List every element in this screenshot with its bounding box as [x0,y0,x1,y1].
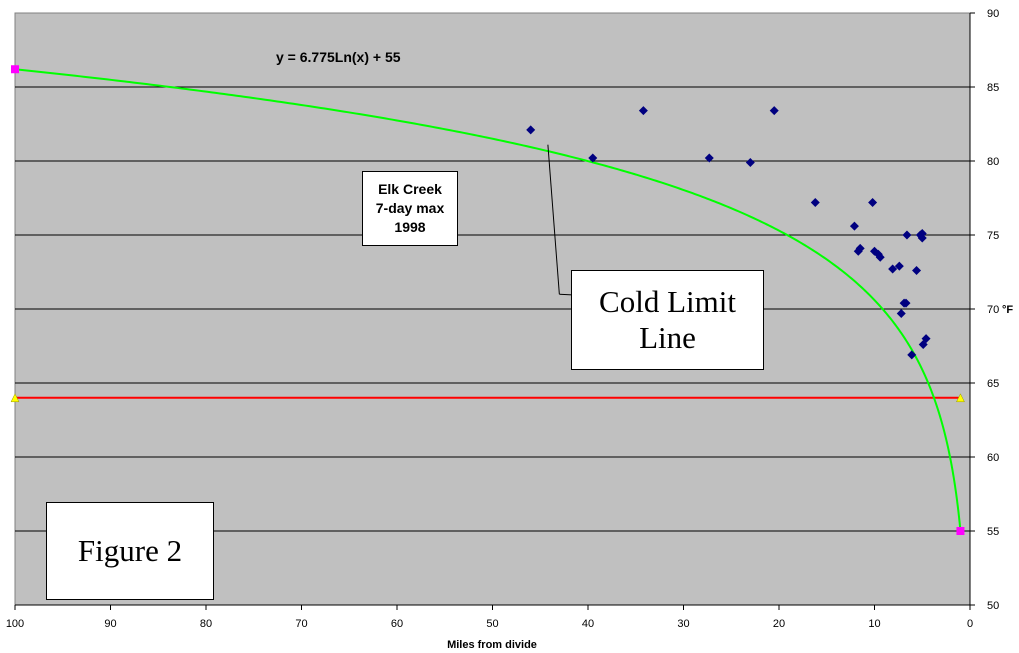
data-point [888,264,898,274]
elk-label-line-2: 7-day max [375,200,445,216]
x-tick-label: 50 [486,618,498,630]
cold-limit-label: Cold Limit Line [571,270,764,370]
x-tick-label: 20 [773,618,785,630]
elk-creek-label: Elk Creek 7-day max 1998 [362,171,458,246]
data-point [902,230,912,240]
data-point [810,197,820,207]
data-point [638,106,648,116]
x-tick-label: 70 [295,618,307,630]
trendline-equation: y = 6.775Ln(x) + 55 [276,49,401,65]
curve-end-marker [11,65,19,74]
x-axis: 100 90 80 70 60 50 40 30 20 10 0 [6,604,973,630]
y-tick-label: 65 [987,378,999,390]
data-point [901,298,911,308]
leader-line [547,144,560,295]
data-point [894,261,904,271]
y-tick-label: 50 [987,600,999,612]
y-tick-label: 75 [987,230,999,242]
cold-label-line-2: Line [639,320,696,355]
x-tick-label: 10 [868,618,880,630]
data-point [526,125,536,135]
y-axis-title: °F [1002,304,1013,316]
elk-label-line-3: 1998 [394,219,426,235]
cold-limit-curve [14,68,962,532]
y-tick-label: 55 [987,526,999,538]
y-tick-label: 70 [987,304,999,316]
data-point [855,243,865,253]
x-tick-label: 40 [582,618,594,630]
x-tick-label: 60 [391,618,403,630]
elk-label-line-1: Elk Creek [378,181,442,197]
hline-marker [10,393,20,403]
x-tick-label: 30 [677,618,689,630]
hline-marker [956,393,965,403]
data-point [868,197,878,207]
figure-label: Figure 2 [46,502,214,600]
data-point [849,221,859,231]
data-point [917,233,927,243]
data-point [921,334,931,344]
y-tick-label: 85 [987,82,999,94]
x-axis-title: Miles from divide [447,639,537,651]
data-point [875,252,885,262]
x-tick-label: 80 [200,618,212,630]
data-point [912,266,922,276]
y-tick-label: 80 [987,156,999,168]
x-tick-label: 100 [6,618,24,630]
data-series [10,65,965,535]
data-point [704,153,714,163]
data-point [745,157,755,167]
y-tick-label: 60 [987,452,999,464]
data-point [769,106,779,116]
data-point [588,153,598,163]
data-point [907,350,917,360]
y-axis: 50 55 60 65 70 75 80 85 90 [969,8,999,612]
cold-label-line-1: Cold Limit [599,284,736,319]
curve-end-marker [956,527,965,535]
data-point [896,308,906,318]
figure-label-text: Figure 2 [77,533,183,568]
x-tick-label: 90 [104,618,116,630]
x-tick-label: 0 [967,618,973,630]
y-tick-label: 90 [987,8,999,20]
